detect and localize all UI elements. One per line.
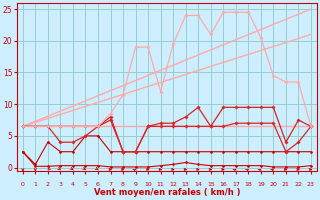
X-axis label: Vent moyen/en rafales ( km/h ): Vent moyen/en rafales ( km/h ) bbox=[94, 188, 240, 197]
